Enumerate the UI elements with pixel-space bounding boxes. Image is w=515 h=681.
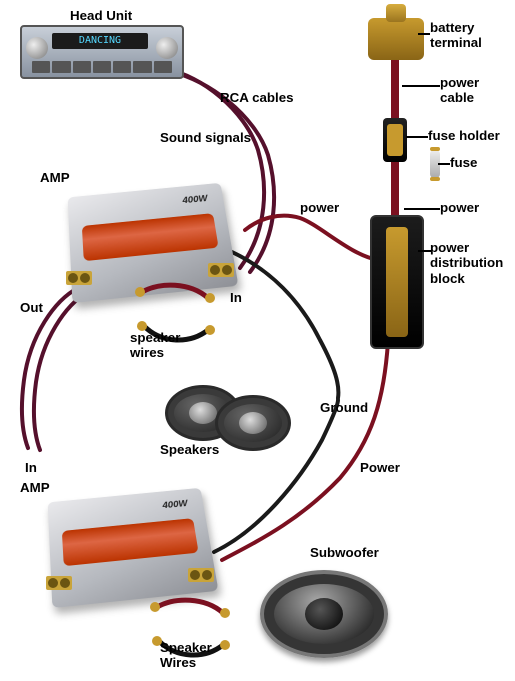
head-unit-knob-left: [26, 37, 48, 59]
label-head-unit: Head Unit: [70, 8, 132, 23]
fuse-holder: [383, 118, 407, 162]
label-sound-signals: Sound signals: [160, 130, 251, 145]
label-speakers: Speakers: [160, 442, 219, 457]
speaker-2: [215, 395, 291, 451]
leader-line: [438, 163, 450, 165]
leader-line: [418, 33, 430, 35]
subwoofer: [260, 570, 388, 658]
amp-2-wattage: 400W: [162, 499, 189, 511]
head-unit-display: DANCING: [52, 33, 148, 49]
leader-line: [406, 136, 428, 138]
head-unit-knob-right: [156, 37, 178, 59]
leader-line: [404, 208, 440, 210]
label-power-2: Power: [360, 460, 400, 475]
label-amp-2: AMP: [20, 480, 50, 495]
diagram-stage: DANCING 400W 400W: [0, 0, 515, 681]
amp-1-in-terminals: [208, 263, 234, 277]
amp-2: 400W: [50, 490, 210, 600]
amp-1: 400W: [70, 185, 230, 295]
label-in-1: In: [230, 290, 242, 305]
label-ground: Ground: [320, 400, 368, 415]
label-in-2: In: [25, 460, 37, 475]
label-power-right: power: [440, 200, 479, 215]
label-rca-cables: RCA cables: [220, 90, 294, 105]
leader-line: [418, 250, 432, 252]
label-power-cable: power cable: [440, 75, 479, 106]
label-speaker-wires: speaker wires: [130, 330, 180, 361]
label-pdb: power distribution block: [430, 240, 503, 286]
label-fuse-holder: fuse holder: [428, 128, 500, 143]
label-fuse: fuse: [450, 155, 477, 170]
battery-terminal: [368, 18, 424, 60]
head-unit-buttons: [32, 61, 172, 73]
amp-1-wattage: 400W: [182, 194, 209, 206]
head-unit: DANCING: [20, 25, 184, 79]
label-battery-terminal: battery terminal: [430, 20, 482, 51]
amp-1-out-terminals: [66, 271, 92, 285]
power-distribution-block: [370, 215, 424, 349]
amp-2-out-terminals: [46, 576, 72, 590]
amp-2-in-terminals: [188, 568, 214, 582]
leader-line: [402, 85, 440, 87]
label-speaker-wires-2: Speaker Wires: [160, 640, 212, 671]
label-power: power: [300, 200, 339, 215]
label-amp-1: AMP: [40, 170, 70, 185]
label-subwoofer: Subwoofer: [310, 545, 379, 560]
label-out: Out: [20, 300, 43, 315]
